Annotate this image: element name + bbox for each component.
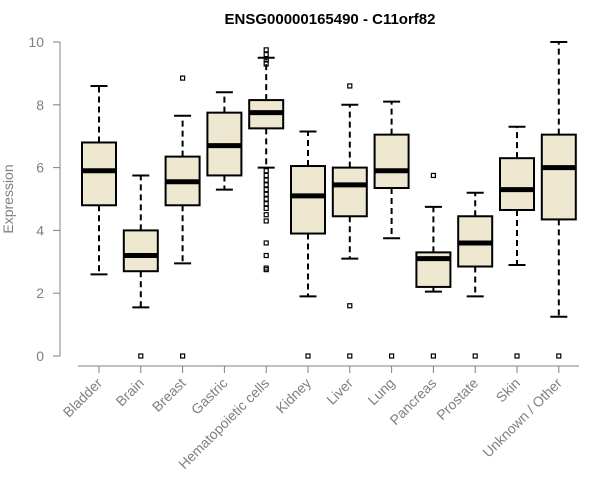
box-group (499, 125, 535, 359)
box-group (331, 83, 368, 359)
outlier-point (180, 75, 186, 81)
x-tick-label: Unknown / Other (479, 375, 565, 461)
outlier-point (263, 196, 269, 202)
outlier-point (472, 353, 478, 359)
outlier-point (389, 353, 395, 359)
box-group (290, 130, 326, 359)
outlier-point (263, 177, 269, 183)
outlier-point (263, 201, 269, 207)
outlier-point (514, 353, 520, 359)
outlier-point (347, 353, 353, 359)
y-tick-label-8: 8 (36, 97, 44, 113)
box (540, 133, 577, 221)
x-tick-label: Breast (149, 375, 189, 415)
y-tick-label-6: 6 (36, 160, 44, 176)
outlier-point (347, 83, 353, 89)
box-group (81, 84, 117, 276)
x-tick-label: Prostate (433, 375, 481, 423)
x-tick-label: Lung (364, 375, 397, 408)
box-group (206, 91, 243, 191)
x-tick-label: Brain (112, 375, 146, 409)
box (499, 157, 535, 211)
y-axis-label: Expression (0, 164, 16, 233)
outlier-point (263, 267, 269, 273)
outlier-point (263, 56, 269, 62)
box-group (415, 172, 452, 359)
outlier-point (556, 353, 562, 359)
outlier-point (347, 303, 353, 309)
box-group (164, 75, 201, 359)
outlier-point (263, 47, 269, 53)
outlier-point (180, 353, 186, 359)
y-tick-label-10: 10 (28, 34, 44, 50)
outlier-point (263, 186, 269, 193)
y-tick-label-2: 2 (36, 285, 44, 301)
outlier-point (263, 172, 269, 179)
outlier-point (263, 218, 269, 224)
outlier-point (138, 353, 144, 359)
outlier-point (263, 61, 269, 67)
box (331, 166, 368, 218)
outlier-point (263, 240, 269, 246)
box-group (457, 191, 494, 359)
box-group (540, 41, 577, 359)
box-group (248, 47, 285, 273)
box (81, 141, 117, 207)
box (290, 165, 326, 235)
chart-title: ENSG00000165490 - C11orf82 (225, 11, 436, 28)
x-tick-label: Kidney (273, 375, 315, 417)
outlier-point (263, 182, 269, 188)
outlier-point (263, 205, 269, 212)
outlier-point (430, 172, 436, 179)
x-tick-label: Skin (493, 375, 524, 406)
outlier-point (263, 168, 269, 174)
x-tick-label: Liver (323, 375, 356, 408)
outlier-point (305, 353, 311, 359)
boxes (81, 41, 577, 359)
y-tick-label-0: 0 (36, 348, 44, 364)
x-tick-label: Bladder (60, 375, 106, 421)
outlier-point (430, 353, 436, 359)
y-tick-label-4: 4 (36, 222, 44, 238)
box-group (122, 174, 159, 359)
outlier-point (263, 191, 269, 197)
box (373, 133, 410, 190)
box (122, 229, 159, 273)
box-group (373, 100, 410, 359)
y-ticks: 0 2 4 6 8 10 (28, 34, 60, 364)
outlier-point (263, 51, 269, 58)
outlier-point (263, 252, 269, 259)
outlier-point (263, 212, 269, 218)
